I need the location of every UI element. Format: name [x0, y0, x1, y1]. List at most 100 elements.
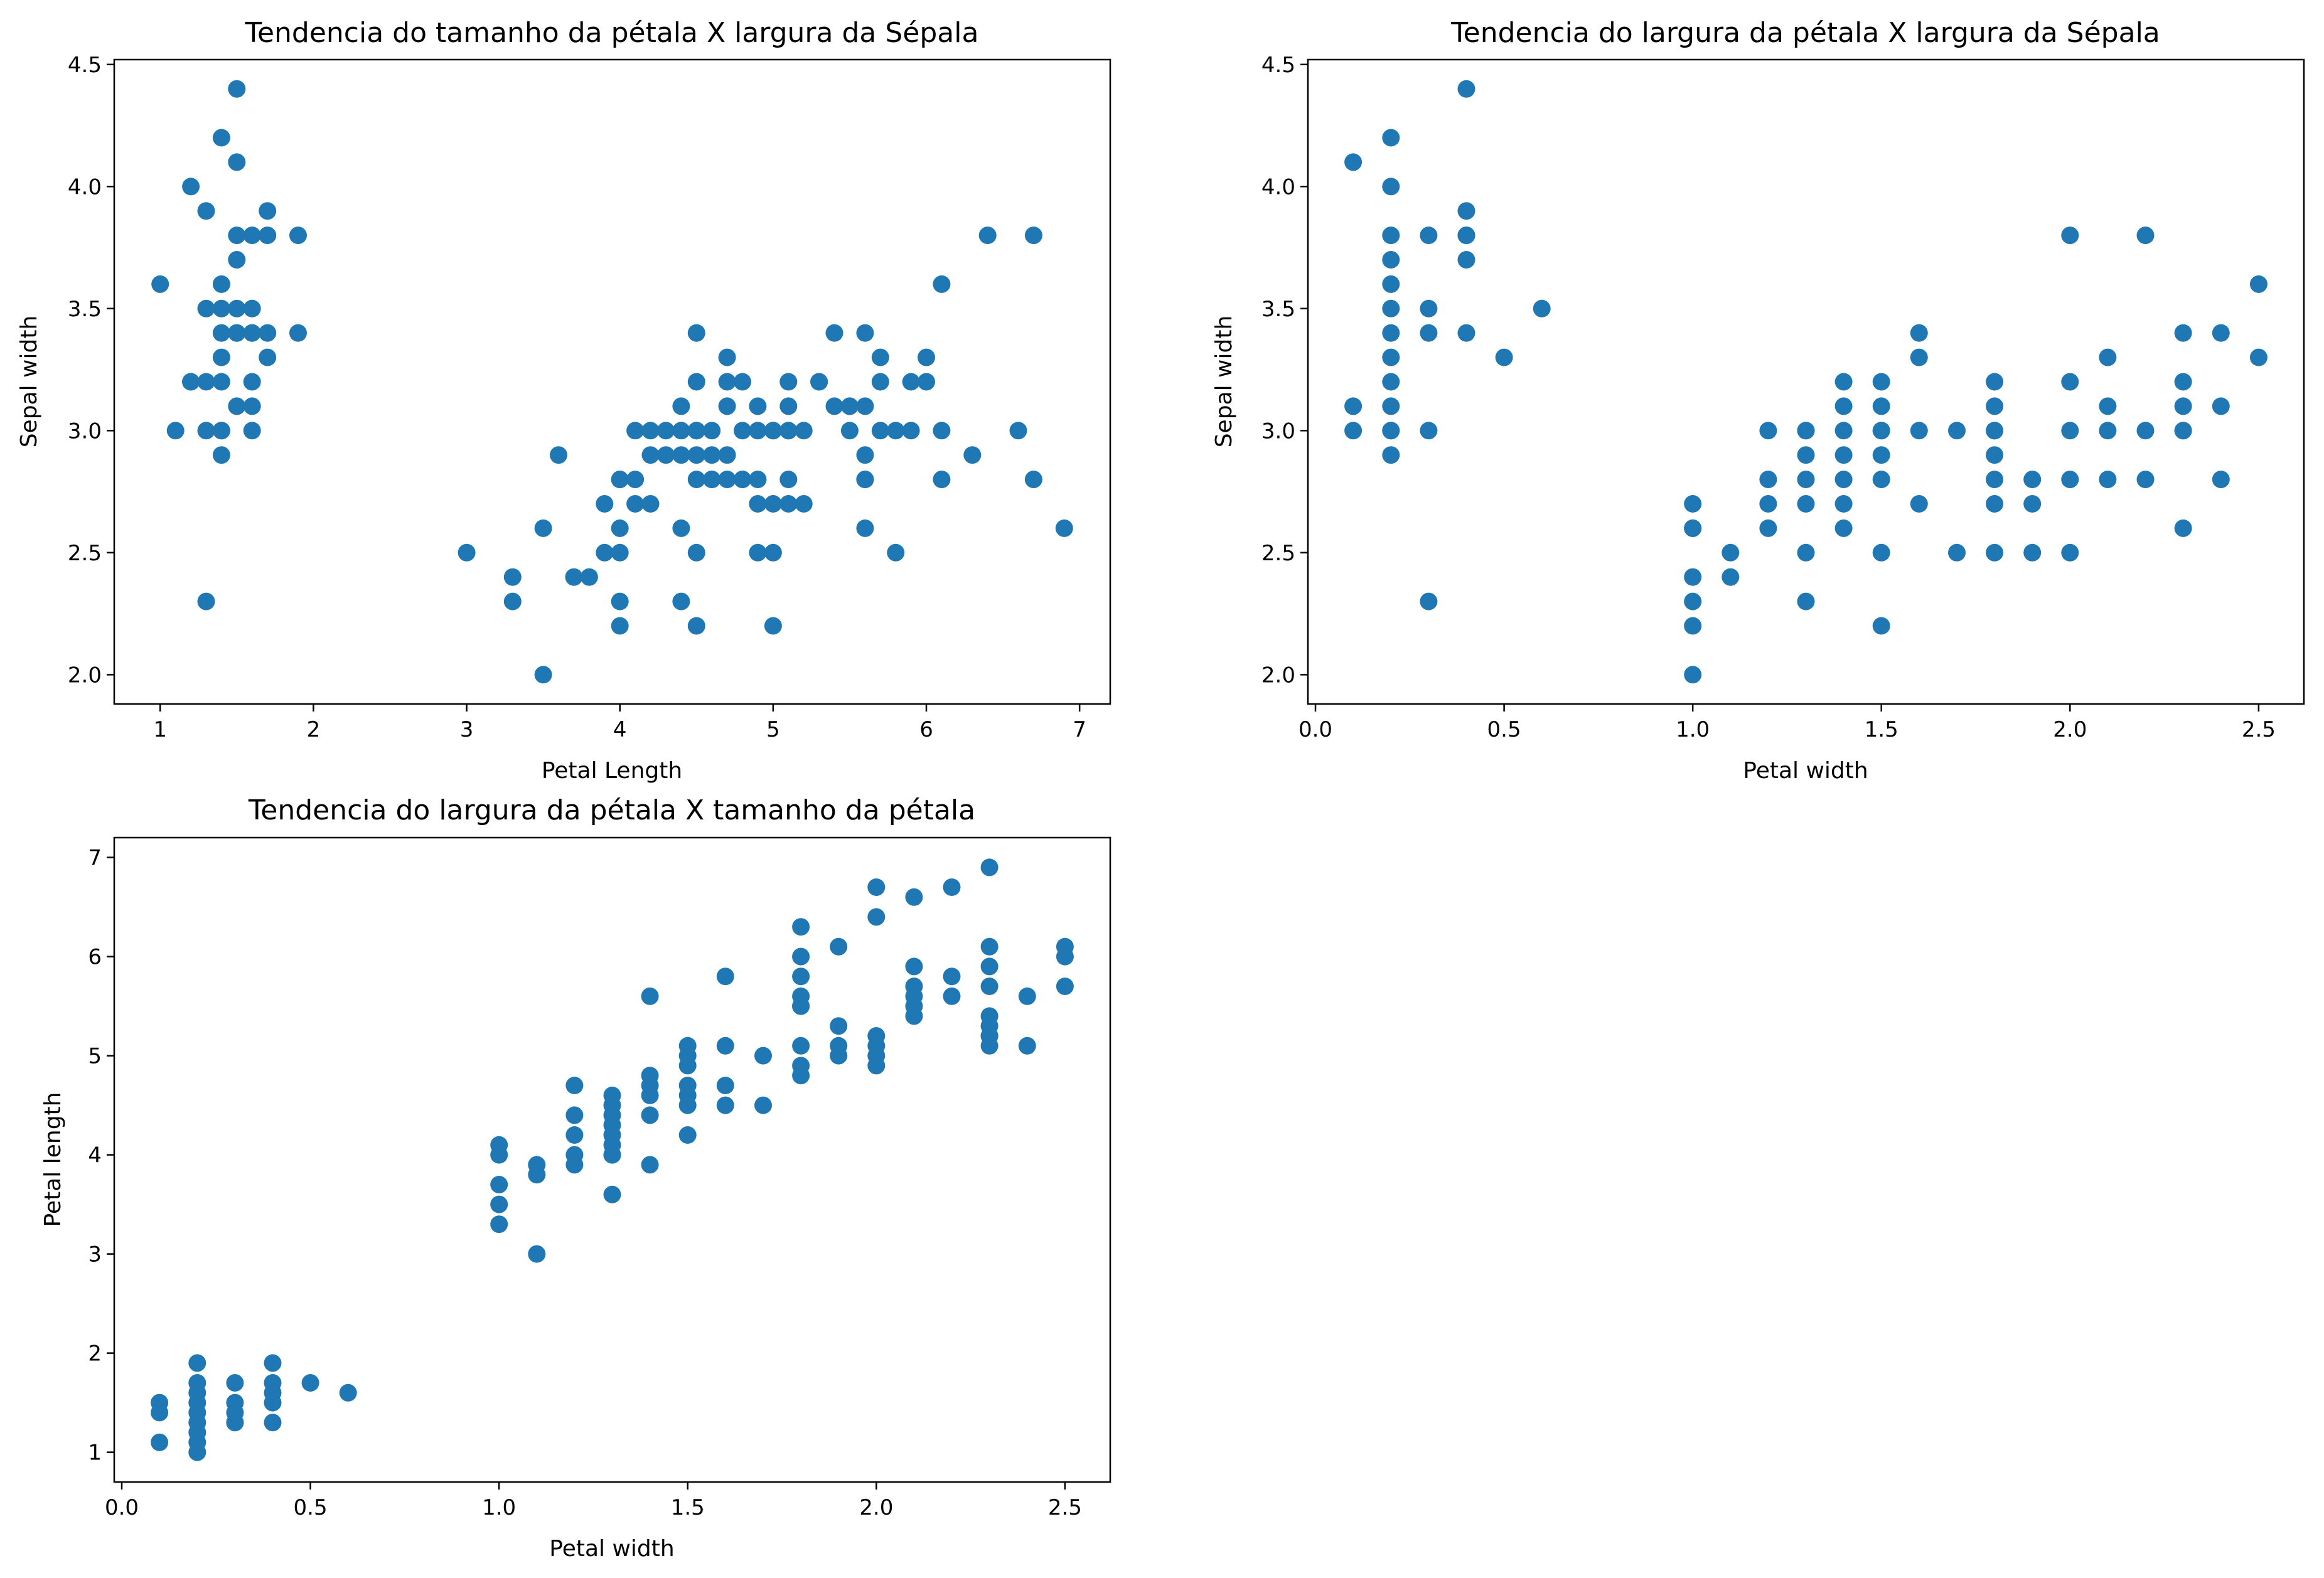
subplot-2-xtick-label: 2.0 — [2053, 717, 2087, 742]
subplot-1-point — [503, 568, 522, 586]
subplot-1-point — [978, 227, 997, 245]
subplot-2-xtick-label: 1.0 — [1676, 717, 1710, 742]
subplot-1-ytick-label: 2.0 — [68, 663, 102, 688]
subplot-2-point — [1420, 299, 1438, 317]
subplot-1-point — [626, 471, 645, 489]
subplot-1-point — [779, 471, 798, 489]
subplot-3-point — [754, 1096, 772, 1114]
subplot-2-point — [1910, 324, 1928, 342]
subplot-2-point — [1382, 324, 1400, 342]
subplot-1-point — [703, 422, 721, 440]
subplot-1-point — [565, 568, 583, 586]
subplot-2-ticks: 0.0 0.5 1.0 1.5 2.0 2.5 2.0 2.5 3.0 3.5 4.0 4.5 — [1261, 53, 2276, 742]
subplot-3-point — [528, 1166, 546, 1184]
subplot-1-point — [734, 422, 751, 440]
subplot-3-point — [1018, 1037, 1036, 1055]
subplot-1-point — [1024, 227, 1042, 245]
subplot-1-point — [228, 251, 246, 269]
subplot-2-point — [1759, 519, 1777, 537]
subplot-1-point — [687, 471, 705, 489]
subplot-2-ytick-label: 4.0 — [1261, 174, 1295, 200]
subplot-1-point — [596, 543, 614, 562]
subplot-1-ylabel: Sepal width — [16, 316, 42, 448]
subplot-2-point — [1759, 471, 1777, 489]
subplot-2-point — [1457, 202, 1475, 220]
subplot-2-point — [2099, 348, 2117, 366]
subplot-2-ytick-label: 2.0 — [1261, 663, 1295, 688]
subplot-3-point — [830, 1017, 848, 1035]
subplot-1-point — [197, 202, 215, 220]
subplot-1-point — [734, 373, 751, 391]
subplot-1-point — [918, 348, 935, 366]
subplot-1-point — [228, 397, 246, 415]
subplot-1-point — [810, 373, 828, 391]
subplot-1-point — [212, 446, 230, 464]
subplot-1-point — [840, 422, 859, 440]
subplot-2-point — [1872, 617, 1890, 635]
subplot-2-point — [2136, 422, 2155, 440]
subplot-1-point — [871, 348, 889, 366]
subplot-3-frame — [113, 836, 1111, 1483]
subplot-1-point — [825, 324, 843, 342]
subplot-1-point — [933, 471, 951, 489]
subplot-2-point — [1797, 422, 1815, 440]
subplot-2-point — [1948, 422, 1966, 440]
subplot-1-point — [856, 446, 874, 464]
subplot-2-point — [2023, 495, 2042, 513]
subplot-2-point — [2061, 227, 2079, 245]
subplot-1-ytick-label: 4.5 — [68, 53, 102, 78]
subplot-2-point — [1382, 299, 1400, 317]
subplot-1-point — [611, 592, 629, 610]
subplot-2-point — [1986, 471, 2004, 489]
subplot-3-ylabel: Petal length — [40, 1092, 66, 1227]
subplot-1-point — [749, 397, 767, 415]
subplot-1-xtick-label: 7 — [1073, 717, 1086, 742]
subplot-3-xtick-label: 2.5 — [1048, 1495, 1082, 1520]
subplot-1-point — [259, 324, 277, 342]
subplot-1-point — [626, 422, 645, 440]
subplot-1-point — [458, 543, 476, 562]
subplot-1: Tendencia do tamanho da pétala X largura… — [16, 17, 1111, 784]
subplot-2-point — [1382, 129, 1400, 147]
subplot-2-point — [2212, 397, 2230, 415]
subplot-2-point — [1986, 397, 2004, 415]
subplot-2-ytick-label: 4.5 — [1261, 53, 1295, 78]
subplot-2-frame — [1307, 58, 2305, 705]
subplot-2-point — [1797, 543, 1815, 562]
subplot-1-point — [687, 446, 705, 464]
subplot-2-point — [2136, 227, 2155, 245]
subplot-2-ytick-label: 3.5 — [1261, 297, 1295, 322]
subplot-1-point — [933, 422, 951, 440]
subplot-2-point — [1684, 519, 1702, 537]
subplot-1-ytick-label: 4.0 — [68, 174, 102, 200]
subplot-3-point — [641, 1106, 659, 1124]
subplot-3-ytick-label: 7 — [88, 846, 102, 871]
subplot-1-ticks: 1 2 3 4 5 6 7 2.0 2.5 3.0 3.5 4.0 4.5 — [68, 53, 1086, 742]
subplot-3-point — [905, 888, 923, 906]
subplot-2-point — [2212, 471, 2230, 489]
subplot-3-point — [830, 937, 848, 956]
subplot-2-point — [1382, 227, 1400, 245]
subplot-1-point — [764, 617, 782, 635]
subplot-2-point — [1834, 446, 1853, 464]
subplot-1-point — [672, 446, 690, 464]
subplot-3-point — [1056, 947, 1074, 966]
subplot-1-point — [687, 324, 705, 342]
subplot-2-points — [1344, 80, 2268, 684]
subplot-2-point — [1910, 495, 1928, 513]
subplot-2-point — [1382, 397, 1400, 415]
subplot-3-point — [716, 1096, 734, 1114]
subplot-3-point — [151, 1433, 169, 1451]
subplot-1-point — [197, 422, 215, 440]
subplot-1-point — [825, 397, 843, 415]
subplot-3-point — [528, 1245, 546, 1263]
subplot-3-point — [792, 918, 810, 936]
subplot-1-point — [596, 495, 614, 513]
subplot-1-point — [764, 495, 782, 513]
subplot-3-point — [716, 968, 734, 986]
subplot-1-point — [718, 348, 736, 366]
subplot-1-point — [902, 373, 920, 391]
subplot-1-xtick-label: 3 — [460, 717, 474, 742]
subplot-1-xtick-label: 5 — [766, 717, 780, 742]
